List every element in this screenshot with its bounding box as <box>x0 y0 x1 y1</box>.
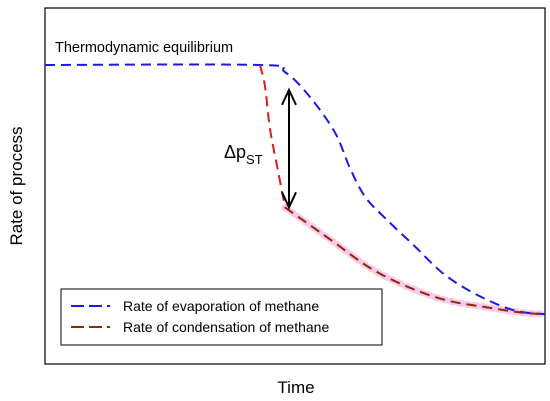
annotation-equilibrium: Thermodynamic equilibrium <box>55 40 233 56</box>
annotations-layer: Thermodynamic equilibrium ΔpST <box>55 40 297 210</box>
x-axis-label: Time <box>277 378 314 397</box>
y-axis-label: Rate of process <box>7 126 26 245</box>
delta-p-label: ΔpST <box>224 142 263 167</box>
delta-arrowhead-top <box>281 87 297 106</box>
legend-label-rate-of-condensation-of-methane: Rate of condensation of methane <box>123 319 329 335</box>
series-line-transition-2 <box>259 64 286 208</box>
series-line-rate-of-evaporation-of-methane <box>44 63 546 316</box>
legend: Rate of evaporation of methane Rate of co… <box>60 288 383 346</box>
plot-frame <box>44 7 546 365</box>
legend-label-rate-of-evaporation-of-methane: Rate of evaporation of methane <box>123 298 319 314</box>
delta-arrowhead-bottom <box>281 191 297 210</box>
series-line-rate-of-condensation-of-methane <box>284 206 546 316</box>
curves-layer <box>44 63 549 318</box>
legend-box <box>60 288 383 346</box>
delta-p-subscript: ST <box>246 152 263 167</box>
